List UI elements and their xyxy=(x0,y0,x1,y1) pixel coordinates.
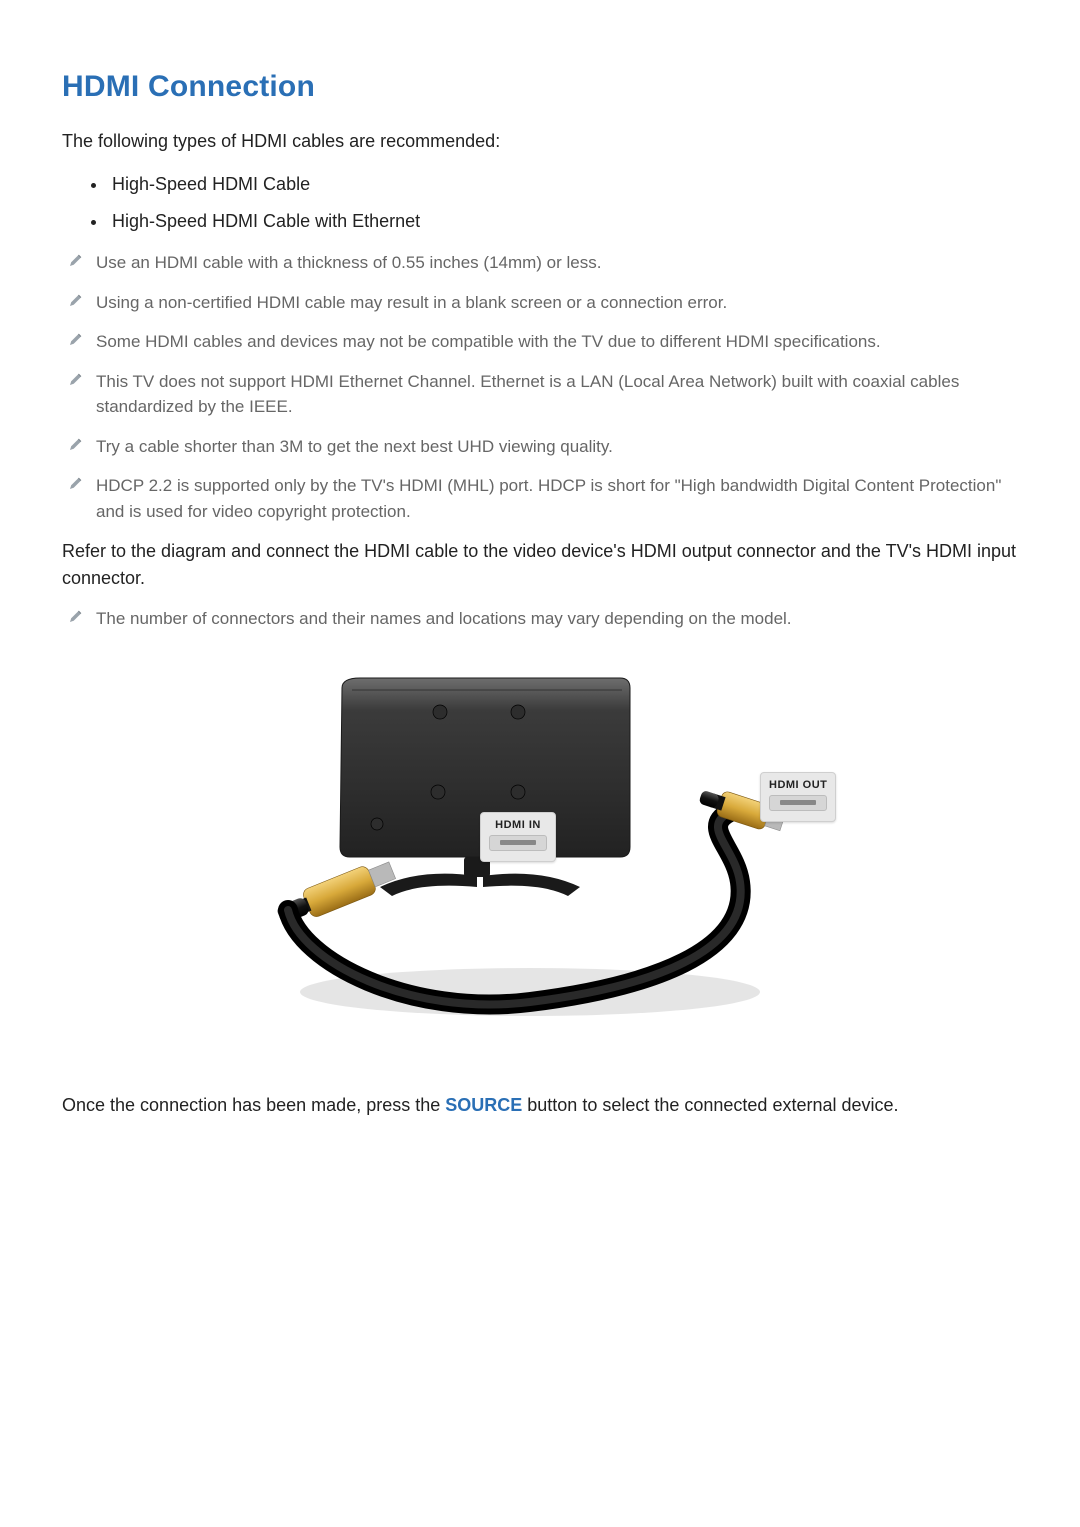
document-page: HDMI Connection The following types of H… xyxy=(0,0,1080,1527)
notes-block: Use an HDMI cable with a thickness of 0.… xyxy=(62,250,1018,524)
diagram-instruction: Refer to the diagram and connect the HDM… xyxy=(62,538,1018,592)
hdmi-out-text: HDMI OUT xyxy=(769,779,827,791)
note-row: Using a non-certified HDMI cable may res… xyxy=(62,290,1018,316)
note-text: Using a non-certified HDMI cable may res… xyxy=(96,290,1018,316)
note-row: HDCP 2.2 is supported only by the TV's H… xyxy=(62,473,1018,524)
intro-paragraph: The following types of HDMI cables are r… xyxy=(62,128,1018,155)
pencil-note-icon xyxy=(68,290,96,308)
tv-back-panel xyxy=(340,678,630,896)
note-row: This TV does not support HDMI Ethernet C… xyxy=(62,369,1018,420)
closing-text-after: button to select the connected external … xyxy=(522,1095,898,1115)
note-text: Use an HDMI cable with a thickness of 0.… xyxy=(96,250,1018,276)
pencil-note-icon xyxy=(68,606,96,624)
page-title: HDMI Connection xyxy=(62,70,1018,104)
hdmi-in-port-label: HDMI IN xyxy=(480,812,556,862)
cable-types-list: High-Speed HDMI Cable High-Speed HDMI Ca… xyxy=(62,169,1018,236)
hdmi-port-slot-icon xyxy=(489,835,547,851)
note-text: HDCP 2.2 is supported only by the TV's H… xyxy=(96,473,1018,524)
closing-text-before: Once the connection has been made, press… xyxy=(62,1095,445,1115)
note-text: Some HDMI cables and devices may not be … xyxy=(96,329,1018,355)
pencil-note-icon xyxy=(68,329,96,347)
note-row: Some HDMI cables and devices may not be … xyxy=(62,329,1018,355)
note-text: This TV does not support HDMI Ethernet C… xyxy=(96,369,1018,420)
source-button-label: SOURCE xyxy=(445,1095,522,1115)
connection-diagram: HDMI IN HDMI OUT xyxy=(62,662,1018,1032)
list-item: High-Speed HDMI Cable xyxy=(108,169,1018,200)
closing-paragraph: Once the connection has been made, press… xyxy=(62,1092,1018,1119)
hdmi-out-port-label: HDMI OUT xyxy=(760,772,836,822)
note-row: Try a cable shorter than 3M to get the n… xyxy=(62,434,1018,460)
hdmi-port-slot-icon xyxy=(769,795,827,811)
note-row: The number of connectors and their names… xyxy=(62,606,1018,632)
pencil-note-icon xyxy=(68,473,96,491)
hdmi-in-text: HDMI IN xyxy=(489,819,547,831)
pencil-note-icon xyxy=(68,434,96,452)
pencil-note-icon xyxy=(68,250,96,268)
list-item: High-Speed HDMI Cable with Ethernet xyxy=(108,206,1018,237)
note-text: Try a cable shorter than 3M to get the n… xyxy=(96,434,1018,460)
pencil-note-icon xyxy=(68,369,96,387)
note-text: The number of connectors and their names… xyxy=(96,606,1018,632)
note-row: Use an HDMI cable with a thickness of 0.… xyxy=(62,250,1018,276)
